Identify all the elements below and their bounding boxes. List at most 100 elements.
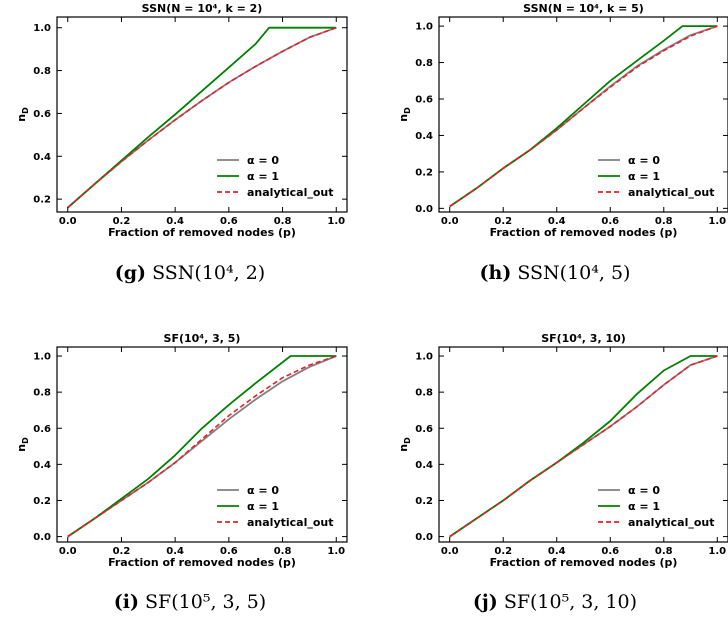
x-tick-label: 1.0: [327, 216, 345, 227]
x-tick-label: 1.0: [708, 216, 726, 227]
legend-label: α = 0: [628, 154, 660, 167]
y-tick-label: 0.4: [33, 152, 51, 163]
caption-text: SSN(10⁴, 2): [146, 262, 266, 284]
y-tick-label: 0.2: [33, 195, 51, 206]
legend-label: α = 1: [247, 170, 279, 183]
x-tick-label: 0.2: [113, 216, 131, 227]
y-tick-label: 0.2: [415, 167, 433, 178]
y-tick-label: 0.2: [33, 496, 51, 507]
caption-h: (h) SSN(10⁴, 5): [405, 262, 705, 284]
chart-title: SSN(N = 10⁴, k = 5): [523, 2, 644, 15]
series-line-2: [67, 26, 337, 209]
y-tick-label: 0.4: [415, 131, 433, 142]
legend-label: analytical_out: [247, 516, 334, 529]
axes-frame: [438, 16, 728, 213]
caption-label: (g): [114, 262, 147, 284]
series-line-0: [449, 25, 718, 208]
y-tick-label: 1.0: [415, 22, 433, 33]
caption-i: (i) SF(10⁵, 3, 5): [40, 591, 340, 613]
y-tick-label: 0.2: [415, 496, 433, 507]
caption-text: SSN(10⁴, 5): [511, 262, 631, 284]
y-axis-label: nD: [15, 107, 30, 122]
y-tick-label: 0.8: [415, 388, 433, 399]
series-line-2: [449, 25, 718, 208]
x-tick-label: 0.8: [274, 216, 292, 227]
y-tick-label: 0.0: [415, 204, 433, 215]
x-tick-label: 0.2: [494, 216, 512, 227]
series-group: [449, 355, 718, 538]
y-tick-label: 0.8: [33, 388, 51, 399]
x-axis-label: Fraction of removed nodes (p): [108, 556, 296, 569]
chart-panel-g: SSN(N = 10⁴, k = 2) 0.0 0.2 0.4 0.6 0.8 1.0 0.2…: [15, 2, 348, 239]
chart-panel-i: SF(10⁴, 3, 5) 0.0 0.2 0.4 0.6 0.8 1.0 0.0 0.2 0.4…: [15, 332, 348, 569]
x-tick-label: 0.8: [274, 546, 292, 557]
legend-label: α = 1: [628, 170, 660, 183]
legend-label: analytical_out: [628, 186, 715, 199]
y-tick-label: 0.0: [33, 532, 51, 543]
x-tick-label: 0.0: [441, 546, 459, 557]
caption-text: SF(10⁵, 3, 10): [497, 591, 638, 613]
x-tick-label: 0.2: [494, 546, 512, 557]
x-tick-label: 1.0: [708, 546, 726, 557]
series-line-1: [67, 26, 337, 209]
chart-panel-h: SSN(N = 10⁴, k = 5) 0.0 0.2 0.4 0.6 0.8 1.0 0.0…: [397, 2, 728, 239]
x-tick-label: 0.4: [548, 216, 566, 227]
x-tick-label: 0.4: [166, 216, 184, 227]
x-tick-label: 0.8: [655, 546, 673, 557]
legend-label: α = 0: [628, 484, 660, 497]
legend-label: analytical_out: [628, 516, 715, 529]
series-line-1: [449, 355, 718, 538]
y-tick-label: 0.6: [415, 424, 433, 435]
caption-label: (j): [472, 591, 498, 613]
y-axis-label: nD: [397, 437, 412, 452]
series-group: [449, 25, 718, 208]
caption-label: (i): [113, 591, 139, 613]
x-tick-label: 0.4: [548, 546, 566, 557]
axes-frame: [438, 346, 728, 543]
x-tick-label: 0.6: [601, 546, 619, 557]
legend-label: α = 0: [247, 154, 279, 167]
x-axis-label: Fraction of removed nodes (p): [490, 226, 678, 239]
y-tick-label: 0.6: [33, 109, 51, 120]
caption-label: (h): [479, 262, 512, 284]
legend-label: analytical_out: [247, 186, 334, 199]
x-tick-label: 0.0: [59, 546, 77, 557]
series-group: [67, 355, 337, 538]
y-tick-label: 0.6: [415, 95, 433, 106]
y-tick-label: 1.0: [415, 352, 433, 363]
series-line-0: [67, 355, 337, 538]
legend-label: α = 0: [247, 484, 279, 497]
chart-title: SSN(N = 10⁴, k = 2): [142, 2, 263, 15]
x-tick-label: 0.0: [441, 216, 459, 227]
series-group: [67, 26, 337, 209]
legend-label: α = 1: [628, 500, 660, 513]
x-axis-label: Fraction of removed nodes (p): [490, 556, 678, 569]
x-tick-label: 0.4: [166, 546, 184, 557]
caption-g: (g) SSN(10⁴, 2): [40, 262, 340, 284]
series-line-2: [449, 355, 718, 538]
x-axis-label: Fraction of removed nodes (p): [108, 226, 296, 239]
x-tick-label: 1.0: [327, 546, 345, 557]
x-tick-label: 0.8: [655, 216, 673, 227]
chart-title: SF(10⁴, 3, 5): [164, 332, 241, 345]
y-tick-label: 0.8: [415, 58, 433, 69]
chart-title: SF(10⁴, 3, 10): [541, 332, 626, 345]
y-tick-label: 1.0: [33, 352, 51, 363]
axes-frame: [56, 346, 348, 543]
x-tick-label: 0.0: [59, 216, 77, 227]
chart-panel-j: SF(10⁴, 3, 10) 0.0 0.2 0.4 0.6 0.8 1.0 0.0 0.2 0.…: [397, 332, 728, 569]
series-line-2: [67, 355, 337, 538]
series-line-1: [449, 25, 718, 208]
series-line-0: [67, 26, 337, 209]
y-tick-label: 0.8: [33, 66, 51, 77]
y-axis-label: nD: [397, 107, 412, 122]
caption-text: SF(10⁵, 3, 5): [139, 591, 267, 613]
y-tick-label: 0.0: [415, 532, 433, 543]
legend-label: α = 1: [247, 500, 279, 513]
x-tick-label: 0.6: [220, 546, 238, 557]
x-tick-label: 0.2: [113, 546, 131, 557]
x-tick-label: 0.6: [601, 216, 619, 227]
y-tick-label: 1.0: [33, 23, 51, 34]
y-axis-label: nD: [15, 437, 30, 452]
